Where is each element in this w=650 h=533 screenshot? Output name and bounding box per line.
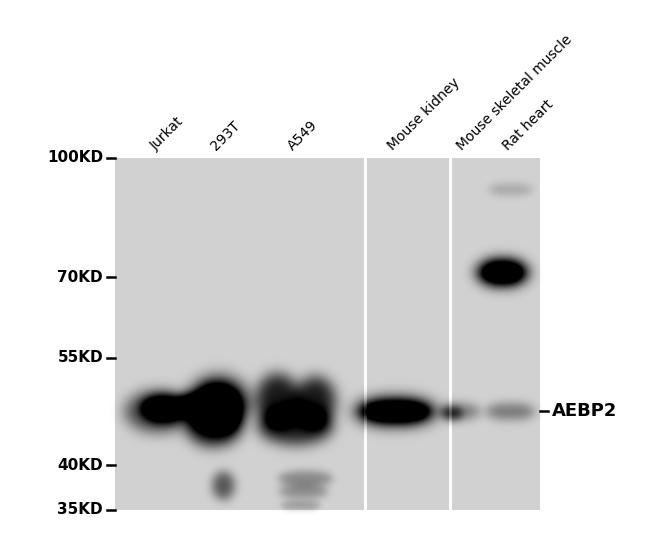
Text: 70KD: 70KD [57,270,103,285]
Text: Mouse skeletal muscle: Mouse skeletal muscle [454,33,575,153]
Text: Jurkat: Jurkat [148,115,187,153]
Text: 55KD: 55KD [57,351,103,366]
Text: 100KD: 100KD [47,150,103,166]
Text: 40KD: 40KD [57,457,103,472]
Text: AEBP2: AEBP2 [552,402,618,420]
Text: 293T: 293T [208,118,242,153]
Text: Mouse kidney: Mouse kidney [385,76,463,153]
Text: A549: A549 [285,118,320,153]
Text: 35KD: 35KD [57,503,103,518]
Text: Rat heart: Rat heart [500,97,556,153]
